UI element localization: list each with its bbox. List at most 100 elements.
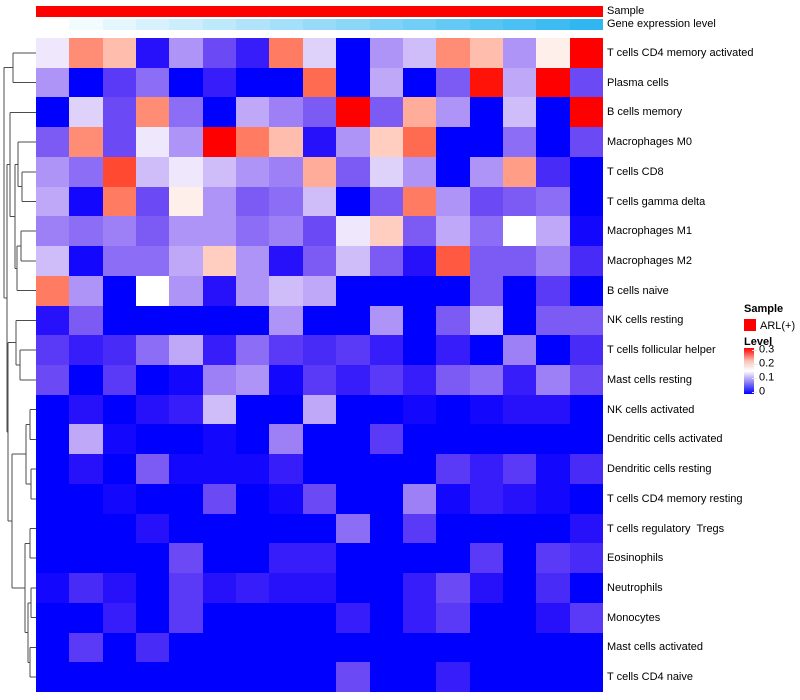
heatmap-cell (436, 97, 470, 128)
heatmap-cell (202, 543, 237, 574)
heatmap-cell (69, 127, 103, 157)
heatmap-cell (502, 97, 537, 128)
heatmap-cell (336, 602, 370, 633)
heatmap-cell (436, 186, 470, 217)
heatmap-cell (36, 67, 70, 98)
gene-expression-annotation-cell (336, 19, 370, 30)
heatmap-cell (236, 394, 270, 425)
heatmap-cell (36, 127, 70, 157)
heatmap-cell (136, 127, 170, 157)
heatmap-cell (36, 632, 70, 663)
heatmap-cell (136, 186, 170, 217)
heatmap-cell (69, 275, 103, 306)
heatmap-cell (369, 364, 403, 395)
heatmap-cell (536, 305, 570, 336)
heatmap-cell (569, 186, 603, 217)
heatmap-cell (169, 513, 203, 544)
legend-level-tick (752, 392, 757, 393)
heatmap-cell (136, 38, 170, 68)
heatmap-cell (136, 454, 170, 484)
heatmap-cell (102, 513, 137, 544)
heatmap-cell (269, 127, 303, 157)
heatmap-cell (436, 127, 470, 157)
row-label: Macrophages M2 (607, 254, 692, 267)
heatmap-cell (36, 246, 70, 276)
heatmap-cell (369, 543, 403, 574)
heatmap-cell (302, 38, 337, 68)
heatmap-cell (436, 483, 470, 514)
heatmap-cell (436, 513, 470, 544)
heatmap-cell (169, 156, 203, 187)
sample-annotation-cell (36, 6, 70, 17)
heatmap-cell (269, 275, 303, 306)
heatmap-cell (236, 216, 270, 247)
legend-level-gradient (744, 348, 754, 394)
legend-level-tick (752, 364, 757, 365)
heatmap-cell (336, 364, 370, 395)
sample-annotation-cell (336, 6, 370, 17)
heatmap-cell (536, 662, 570, 692)
heatmap-cell (402, 156, 437, 187)
heatmap-cell (269, 543, 303, 574)
row-label: T cells follicular helper (607, 344, 716, 357)
legend-level-tick (752, 350, 757, 351)
heatmap-cell (169, 67, 203, 98)
heatmap-cell (569, 246, 603, 276)
heatmap-cell (69, 543, 103, 574)
heatmap-cell (69, 632, 103, 663)
heatmap-cell (336, 97, 370, 128)
heatmap-cell (336, 513, 370, 544)
heatmap-grid (36, 38, 603, 692)
heatmap-cell (502, 127, 537, 157)
heatmap-cell (269, 454, 303, 484)
row-label: T cells gamma delta (607, 195, 706, 208)
heatmap-cell (469, 602, 503, 633)
heatmap-cell (302, 662, 337, 692)
heatmap-cell (102, 216, 137, 247)
heatmap-cell (136, 364, 170, 395)
sample-annotation-cell (536, 6, 570, 17)
heatmap-cell (336, 38, 370, 68)
heatmap-cell (102, 573, 137, 603)
heatmap-cell (402, 127, 437, 157)
heatmap-cell (269, 67, 303, 98)
heatmap-cell (569, 97, 603, 128)
heatmap-cell (536, 424, 570, 455)
heatmap-cell (502, 38, 537, 68)
heatmap-cell (336, 662, 370, 692)
heatmap-cell (502, 543, 537, 574)
heatmap-cell (569, 335, 603, 365)
legend-level-tick-label: 0.1 (759, 371, 775, 384)
heatmap-cell (202, 513, 237, 544)
heatmap-cell (436, 602, 470, 633)
gene-expression-annotation-cell (569, 19, 604, 30)
gene-expression-annotation-cell (369, 19, 403, 30)
heatmap-cell (502, 216, 537, 247)
heatmap-cell (102, 275, 137, 306)
heatmap-cell (69, 186, 103, 217)
heatmap-cell (269, 602, 303, 633)
heatmap-cell (102, 305, 137, 336)
heatmap-cell (36, 38, 70, 68)
heatmap-cell (69, 38, 103, 68)
heatmap-cell (169, 424, 203, 455)
heatmap-cell (269, 216, 303, 247)
heatmap-cell (102, 632, 137, 663)
heatmap-cell (302, 364, 337, 395)
heatmap-cell (469, 186, 503, 217)
row-label: T cells CD8 (607, 165, 664, 178)
heatmap-cell (502, 573, 537, 603)
gene-expression-annotation-cell (102, 19, 137, 30)
heatmap-cell (536, 246, 570, 276)
gene-expression-annotation-label: Gene expression level (607, 18, 716, 30)
gene-expression-annotation-cell (236, 19, 270, 30)
heatmap-cell (436, 305, 470, 336)
heatmap-cell (202, 632, 237, 663)
heatmap-cell (336, 394, 370, 425)
heatmap-cell (202, 38, 237, 68)
heatmap-cell (402, 275, 437, 306)
heatmap-cell (69, 573, 103, 603)
heatmap-cell (502, 67, 537, 98)
heatmap-cell (36, 454, 70, 484)
heatmap-cell (436, 364, 470, 395)
